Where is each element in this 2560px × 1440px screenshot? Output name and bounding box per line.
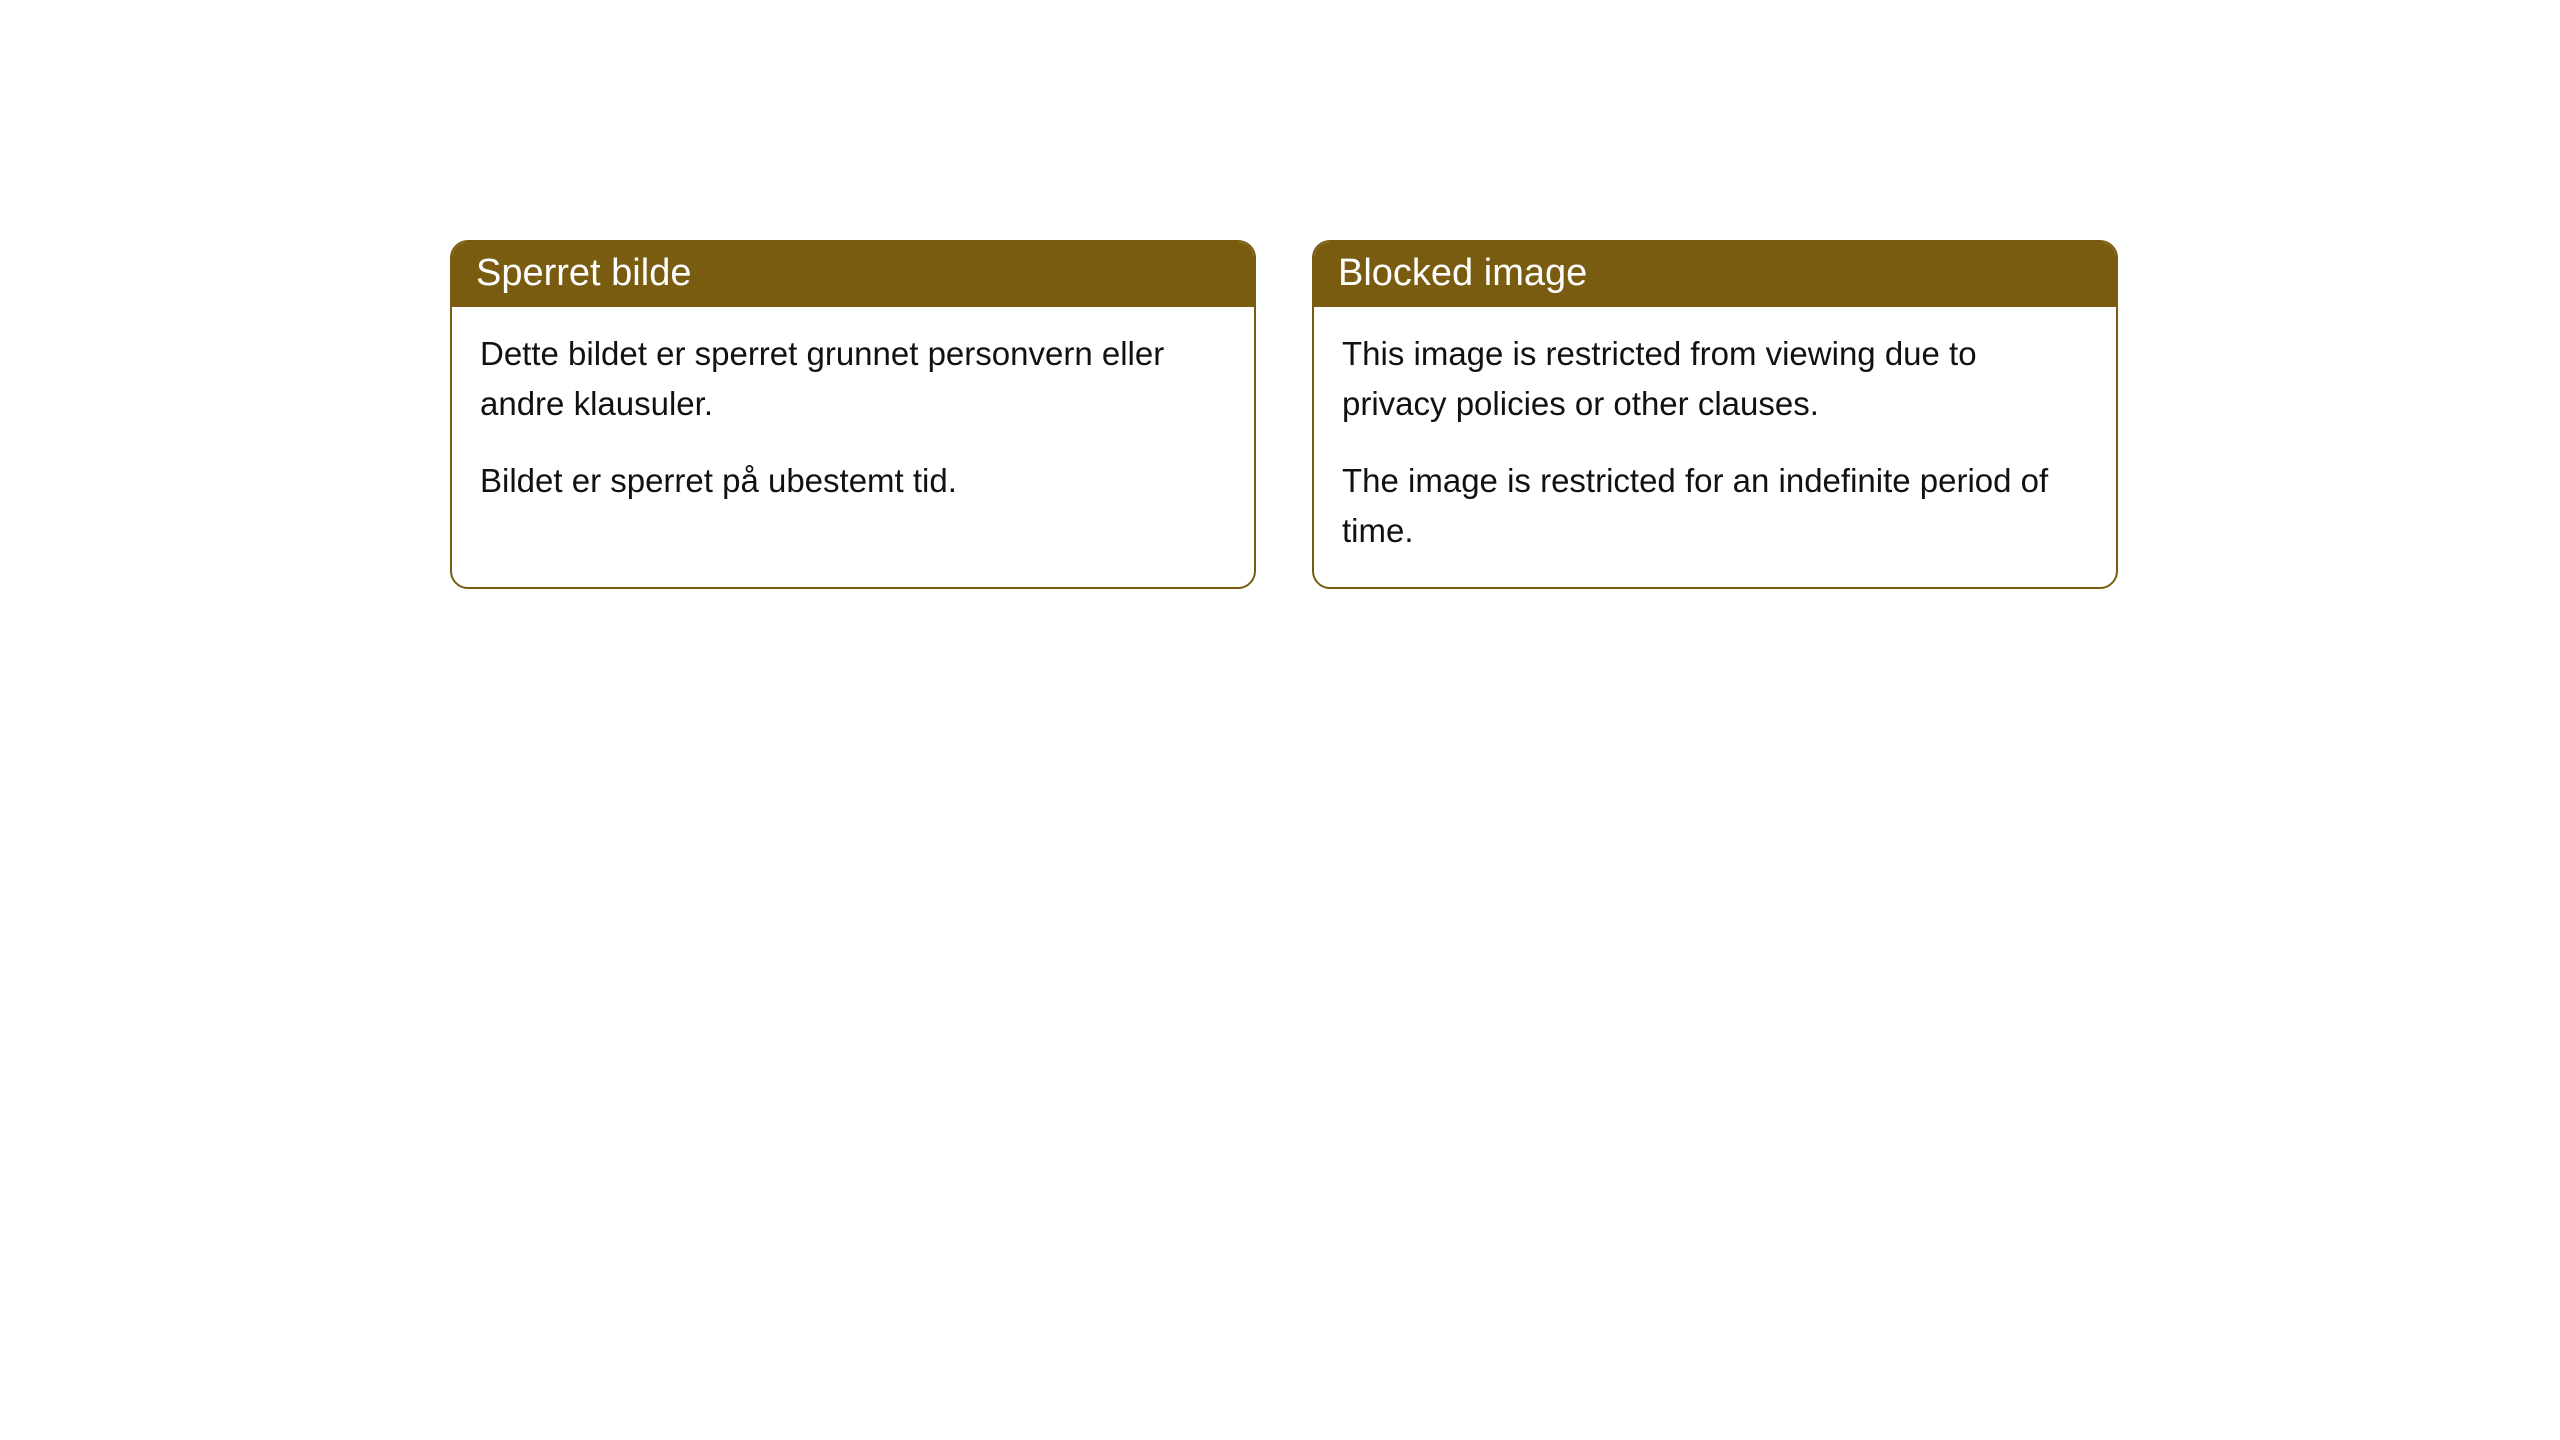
card-paragraph: Bildet er sperret på ubestemt tid.	[480, 456, 1226, 506]
card-paragraph: The image is restricted for an indefinit…	[1342, 456, 2088, 555]
card-paragraph: This image is restricted from viewing du…	[1342, 329, 2088, 428]
cards-container: Sperret bilde Dette bildet er sperret gr…	[450, 240, 2560, 589]
card-header: Blocked image	[1314, 242, 2116, 307]
blocked-image-card-en: Blocked image This image is restricted f…	[1312, 240, 2118, 589]
card-paragraph: Dette bildet er sperret grunnet personve…	[480, 329, 1226, 428]
card-body: This image is restricted from viewing du…	[1314, 307, 2116, 587]
card-header: Sperret bilde	[452, 242, 1254, 307]
card-body: Dette bildet er sperret grunnet personve…	[452, 307, 1254, 538]
blocked-image-card-no: Sperret bilde Dette bildet er sperret gr…	[450, 240, 1256, 589]
